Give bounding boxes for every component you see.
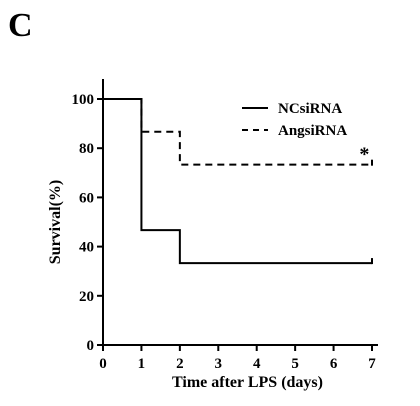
y-axis-title: Survival(%) <box>47 180 64 264</box>
x-tick-label-1: 1 <box>138 356 146 372</box>
x-tick-label-7: 7 <box>368 356 376 372</box>
x-tick-label-2: 2 <box>176 356 184 372</box>
axes <box>102 79 378 346</box>
y-tick-label-0: 0 <box>87 338 95 354</box>
legend-label-AngsiRNA: AngsiRNA <box>278 123 347 139</box>
y-tick-label-100: 100 <box>72 92 95 108</box>
y-tick-label-40: 40 <box>79 240 94 256</box>
y-tick-label-20: 20 <box>79 289 94 305</box>
series-line-AngsiRNA <box>103 98 372 166</box>
annotations: * <box>359 144 369 166</box>
x-tick-label-6: 6 <box>330 356 338 372</box>
x-axis-title: Time after LPS (days) <box>172 374 323 391</box>
x-tick-label-0: 0 <box>99 356 107 372</box>
significance-asterisk: * <box>359 144 369 166</box>
legend: NCsiRNA AngsiRNA <box>242 101 347 139</box>
y-tick-label-80: 80 <box>79 141 94 157</box>
series-layer <box>103 98 373 265</box>
x-tick-label-3: 3 <box>215 356 223 372</box>
series-line-NCsiRNA <box>103 98 372 265</box>
panel-label: C <box>8 7 33 44</box>
x-tick-label-4: 4 <box>253 356 261 372</box>
y-ticks: 0 20 40 60 80 100 <box>72 92 103 354</box>
x-tick-label-5: 5 <box>291 356 299 372</box>
y-tick-label-60: 60 <box>79 190 94 206</box>
legend-label-NCsiRNA: NCsiRNA <box>278 101 342 117</box>
x-ticks: 0 1 2 3 4 5 6 7 <box>99 345 376 372</box>
